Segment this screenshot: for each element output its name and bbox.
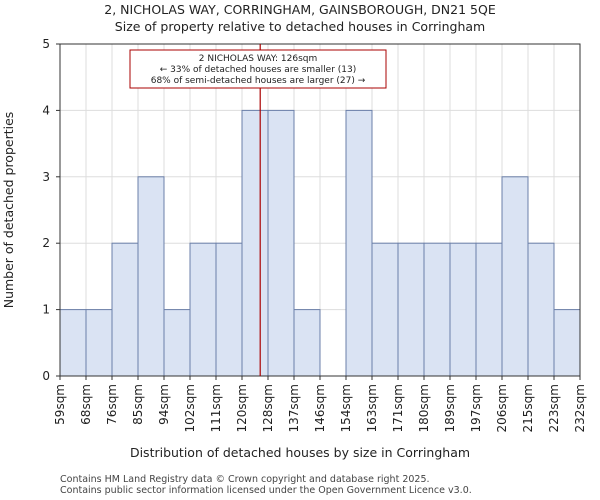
bar-102sqm bbox=[189, 242, 217, 377]
x-tick-label: 171sqm bbox=[391, 384, 405, 432]
x-tick-labels: 59sqm 68sqm 76sqm 85sqm 94sqm 102sqm 111sqm 120… bbox=[53, 376, 587, 432]
x-tick-label: 85sqm bbox=[131, 384, 145, 425]
y-tick-label: 2 bbox=[42, 236, 50, 250]
x-tick-label: 197sqm bbox=[469, 384, 483, 432]
bar-68sqm bbox=[85, 309, 113, 377]
bar-128sqm bbox=[267, 109, 295, 377]
x-tick-label: 94sqm bbox=[157, 384, 171, 425]
bar-180sqm bbox=[423, 242, 451, 377]
x-axis-label: Distribution of detached houses by size … bbox=[130, 445, 470, 460]
bar-120sqm bbox=[241, 109, 269, 377]
bar-111sqm bbox=[215, 242, 243, 377]
x-tick-label: 111sqm bbox=[209, 384, 223, 432]
x-tick-label: 76sqm bbox=[105, 384, 119, 425]
bar-197sqm bbox=[475, 242, 503, 377]
chart-title: 2, NICHOLAS WAY, CORRINGHAM, GAINSBOROUG… bbox=[104, 2, 496, 17]
x-tick-label: 180sqm bbox=[417, 384, 431, 432]
bar-215sqm bbox=[527, 242, 555, 377]
y-tick-label: 0 bbox=[42, 369, 50, 383]
x-tick-label: 206sqm bbox=[495, 384, 509, 432]
x-tick-label: 146sqm bbox=[313, 384, 327, 432]
annotation-title: 2 NICHOLAS WAY: 126sqm bbox=[199, 54, 317, 64]
bar-163sqm bbox=[371, 242, 399, 377]
x-tick-label: 215sqm bbox=[521, 384, 535, 432]
x-tick-label: 154sqm bbox=[339, 384, 353, 432]
annotation-smaller: ← 33% of detached houses are smaller (13… bbox=[160, 65, 357, 75]
y-tick-label: 3 bbox=[42, 170, 50, 184]
x-tick-label: 59sqm bbox=[53, 384, 67, 425]
x-tick-label: 128sqm bbox=[261, 384, 275, 432]
footer-line-1: Contains HM Land Registry data © Crown c… bbox=[60, 474, 430, 485]
bar-189sqm bbox=[449, 242, 477, 377]
y-tick-label: 4 bbox=[42, 103, 50, 117]
y-tick-label: 1 bbox=[42, 303, 50, 317]
bar-171sqm bbox=[397, 242, 425, 377]
x-tick-label: 232sqm bbox=[573, 384, 587, 432]
annotation-larger: 68% of semi-detached houses are larger (… bbox=[151, 76, 366, 86]
x-tick-label: 163sqm bbox=[365, 384, 379, 432]
y-tick-labels: 0 1 2 3 4 5 bbox=[42, 37, 60, 383]
y-axis-label: Number of detached properties bbox=[1, 112, 16, 309]
y-tick-label: 5 bbox=[42, 37, 50, 51]
bar-76sqm bbox=[111, 242, 139, 377]
x-tick-label: 137sqm bbox=[287, 384, 301, 432]
chart-subtitle: Size of property relative to detached ho… bbox=[115, 19, 485, 34]
bar-223sqm bbox=[553, 309, 581, 377]
annotation-box: 2 NICHOLAS WAY: 126sqm ← 33% of detached… bbox=[129, 49, 387, 89]
x-tick-label: 120sqm bbox=[235, 384, 249, 432]
bar-206sqm bbox=[501, 176, 529, 377]
x-tick-label: 102sqm bbox=[183, 384, 197, 432]
x-tick-label: 68sqm bbox=[79, 384, 93, 425]
bar-94sqm bbox=[163, 309, 191, 377]
x-tick-label: 189sqm bbox=[443, 384, 457, 432]
bar-137sqm bbox=[293, 309, 321, 377]
x-tick-label: 223sqm bbox=[547, 384, 561, 432]
bar-59sqm bbox=[59, 309, 87, 377]
bar-154sqm bbox=[345, 109, 373, 377]
bar-85sqm bbox=[137, 176, 165, 377]
footer-line-2: Contains public sector information licen… bbox=[60, 485, 472, 496]
